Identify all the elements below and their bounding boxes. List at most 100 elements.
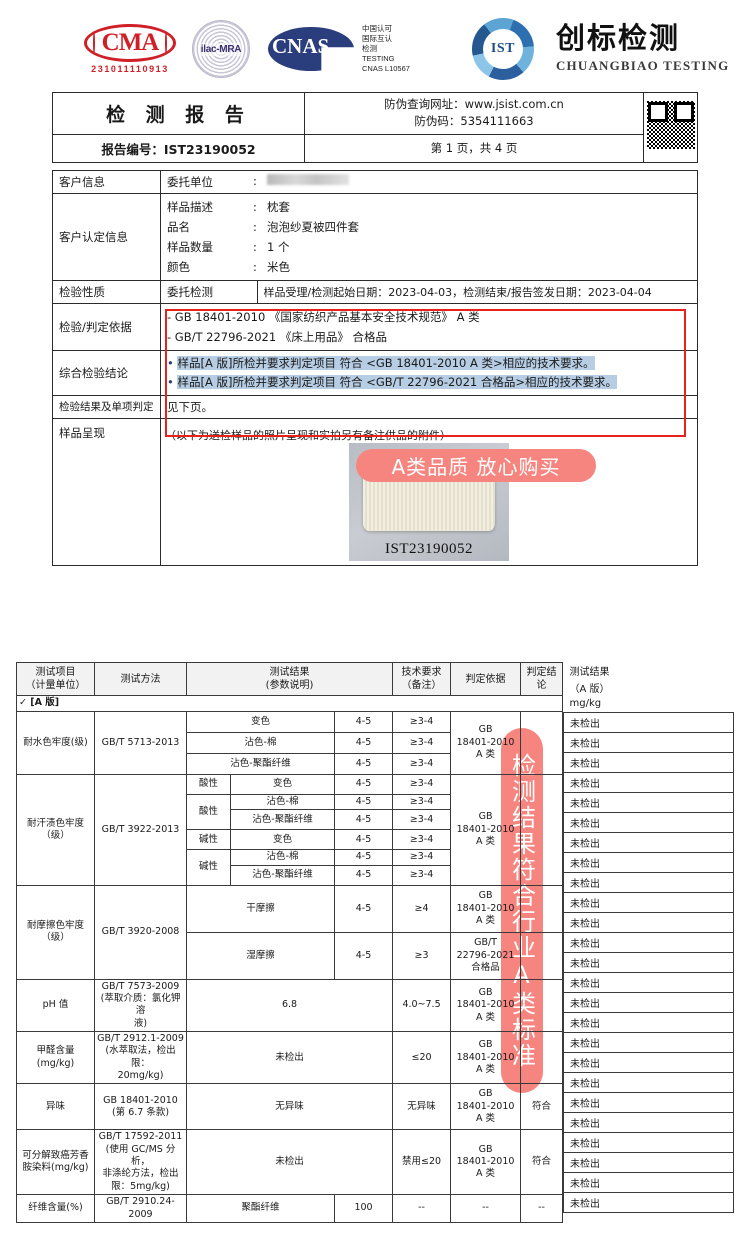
list-item: 未检出: [563, 911, 734, 933]
cell-item-azo-dye: 可分解致癌芳香 胺染料(mg/kg): [16, 1129, 95, 1196]
results-header-row: 测试项目 （计量单位） 测试方法 测试结果 (参数说明) 技术要求 （备注） 判…: [16, 662, 564, 696]
cell-spec: ≥4: [392, 884, 452, 933]
cell-spec: 无异味: [392, 1083, 452, 1131]
cell-spec: ≥3-4: [392, 809, 452, 831]
cell-method-water-fastness: GB/T 5713-2013: [94, 711, 187, 775]
cell-result: 4-5: [333, 864, 394, 886]
table-row: 湿摩擦 4-5 ≥3 GB/T 22796-2021 合格品: [17, 931, 564, 980]
antifake-code: 防伪码：5354111663: [414, 114, 534, 129]
cell-spec: ≥3-4: [392, 829, 452, 851]
value-inspection-nature: 委托检测: [161, 280, 258, 303]
cell-param: 沾色-棉: [230, 793, 335, 811]
cell-method-formaldehyde: GB/T 2912.1-2009 (水萃取法，检出限： 20mg/kg): [94, 1031, 187, 1085]
list-item: 未检出: [563, 1191, 734, 1213]
cell-method-azo-dye: GB/T 17592-2011 (使用 GC/MS 分析， 非涤纶方法，检出 限…: [94, 1129, 187, 1196]
cnas-icon: CNAS: [268, 25, 360, 73]
list-item: 未检出: [563, 731, 734, 753]
cell-entrust-unit: 委托单位 :: [160, 169, 698, 194]
cell-result: 未检出: [185, 1031, 394, 1085]
cell-result: 4-5: [333, 829, 394, 851]
key-product-name: 品名: [167, 219, 190, 234]
th-spec: 技术要求 （备注）: [392, 662, 452, 696]
cell-param: 变色: [230, 774, 335, 795]
list-item: 未检出: [563, 1071, 734, 1093]
cell-param: 变色: [186, 711, 335, 733]
row-inspection-nature: 检验性质 委托检测 样品受理/检测起始日期：2023-04-03，检测结束/报告…: [52, 279, 698, 304]
table-row: 酸性 沾色-棉 4-5 ≥3-4: [17, 793, 563, 831]
report-info-table: 客户信息 委托单位 : 客户认定信息 样品描述 : 枕套 品名 :: [52, 169, 698, 566]
cell-condition: 碱性: [186, 829, 231, 851]
cell-basis: GB 18401-2010 A 类: [450, 978, 522, 1033]
cell-result: 4-5: [333, 809, 394, 831]
cell-condition: 碱性: [186, 849, 231, 886]
cnas-line-2: 国际互认: [362, 34, 392, 44]
conclusion-item-2: • 样品[A 版]所检并要求判定项目 符合 <GB/T 22796-2021 合…: [167, 374, 618, 389]
cell-item-formaldehyde: 甲醛含量 (mg/kg): [16, 1031, 95, 1085]
list-item: 未检出: [563, 831, 734, 853]
ist-logo: IST 创标检测 CHUANGBIAO TESTING: [471, 18, 729, 80]
cell-result: 4-5: [333, 793, 394, 811]
th-spec-l1: 技术要求: [401, 667, 442, 678]
label-sample-presentation: 样品呈现: [52, 417, 161, 566]
company-name-cn: 创标检测: [555, 21, 680, 55]
list-item: 未检出: [563, 871, 734, 893]
cell-spec: ≥3-4: [392, 849, 452, 866]
table-row: 耐摩擦色牢度 （级） GB/T 3920-2008 干摩擦 4-5 ≥4 GB …: [16, 884, 564, 980]
report-title-table: 检 测 报 告 防伪查询网址：www.jsist.com.cn 防伪码：5354…: [52, 92, 698, 163]
cell-method-odor: GB 18401-2010 (第 6.7 条款): [94, 1083, 187, 1131]
table-row: 纤维含量(%) GB/T 2910.24-2009 聚酯纤维 100 -- --…: [16, 1194, 564, 1223]
label-entrust-unit: 委托单位: [167, 174, 213, 189]
cell-result: 4-5: [333, 884, 394, 933]
key-sample-description: 样品描述: [167, 199, 213, 214]
conclusion-text-1: 样品[A 版]所检并要求判定项目 符合 <GB 18401-2010 A 类>相…: [177, 355, 595, 370]
value-product-name: 泡泡纱夏被四件套: [267, 219, 359, 234]
cell-spec: ≥3: [392, 931, 452, 980]
field-color: 颜色 : 米色: [167, 257, 691, 277]
cell-criteria: - GB 18401-2010 《国家纺织产品基本安全技术规范》 A 类 - G…: [160, 302, 698, 351]
cell-param: 湿摩擦: [186, 931, 335, 980]
row-results-ref: 检验结果及单项判定 见下页。: [52, 394, 698, 419]
cma-number: 231011110913: [91, 64, 169, 74]
value-results-ref: 见下页。: [160, 394, 698, 419]
right-results-table: 测试结果 （A 版） mg/kg 未检出 未检出 未检出 未检出 未检出 未检出…: [563, 662, 734, 1213]
list-item: 未检出: [563, 711, 734, 733]
cell-result: 4-5: [333, 711, 394, 733]
ilac-label: ilac-MRA: [198, 42, 244, 56]
cnas-side-text: 中国认可 国际互认 检测 TESTING CNAS L10567: [362, 24, 410, 73]
label-criteria: 检验/判定依据: [52, 302, 161, 351]
right-results-panel: 测试结果 （A 版） mg/kg 未检出 未检出 未检出 未检出 未检出 未检出…: [563, 662, 734, 1213]
report-number: 报告编号：IST23190052: [52, 133, 305, 163]
th-basis: 判定依据: [450, 662, 522, 696]
cell-basis: GB 18401-2010 A 类: [450, 1129, 522, 1196]
cell-result: 100: [333, 1194, 394, 1223]
list-item: 未检出: [563, 891, 734, 913]
cell-spec: ≤20: [392, 1031, 452, 1085]
qr-code-icon[interactable]: [643, 92, 698, 163]
rp-header-l1: 测试结果: [569, 667, 610, 678]
antifake-block: 防伪查询网址：www.jsist.com.cn 防伪码：5354111663: [304, 92, 644, 135]
criteria-line-1: - GB 18401-2010 《国家纺织产品基本安全技术规范》 A 类: [167, 309, 480, 324]
cma-icon: CMA: [84, 24, 176, 62]
cell-item-perspiration-fastness: 耐汗渍色牢度 （级）: [16, 774, 95, 886]
cell-spec: ≥3-4: [392, 711, 452, 733]
th-verdict: 判定结论: [520, 662, 564, 696]
list-item: 未检出: [563, 951, 734, 973]
list-item: 未检出: [563, 1131, 734, 1153]
cell-result: 4-5: [333, 732, 394, 754]
row-sample-presentation: 样品呈现 （以下为送检样品的照片呈现和实拍另有备注供品的附件） IST23190…: [52, 417, 698, 566]
antifake-url: 防伪查询网址：www.jsist.com.cn: [384, 97, 564, 111]
cnas-line-5: CNAS L10567: [362, 63, 410, 73]
cell-item-fiber: 纤维含量(%): [16, 1194, 95, 1223]
cell-spec: --: [392, 1194, 452, 1223]
cell-param: 变色: [230, 829, 335, 851]
th-test-item-l1: 测试项目: [35, 667, 76, 678]
key-color: 颜色: [167, 259, 190, 274]
quality-badge-horizontal: A类品质 放心购买: [356, 449, 596, 482]
cell-sample-fields: 样品描述 : 枕套 品名 : 泡泡纱夏被四件套 样品数量 : 1 个 颜色 :: [160, 192, 698, 281]
cell-verdict: --: [520, 1194, 564, 1223]
cell-basis: GB 18401-2010 A 类: [450, 774, 522, 886]
cell-param: 沾色-棉: [230, 849, 335, 866]
cell-spec: ≥3-4: [392, 864, 452, 886]
list-item: 未检出: [563, 1051, 734, 1073]
list-item: 未检出: [563, 1011, 734, 1033]
